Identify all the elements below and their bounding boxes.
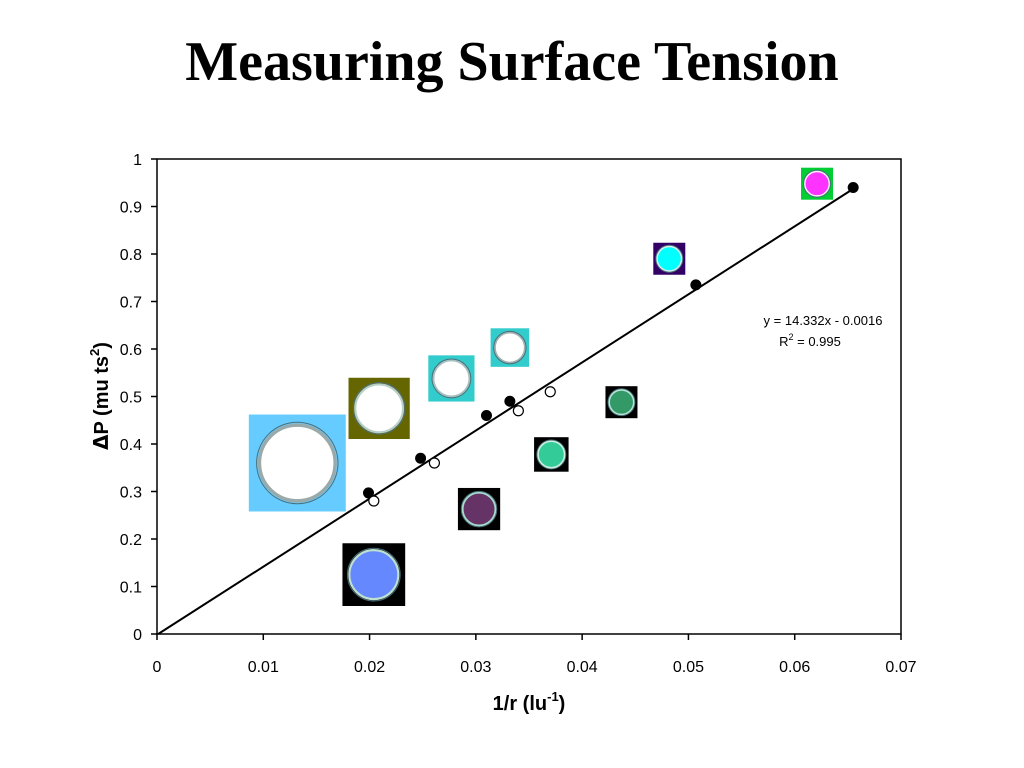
y-tick-label: 0.7 (120, 295, 142, 312)
droplet-image (457, 487, 501, 531)
data-point-open (512, 405, 524, 417)
slide-title: Measuring Surface Tension (185, 31, 839, 93)
y-tick-label: 0.6 (120, 342, 142, 359)
data-point-filled (690, 279, 702, 291)
droplet-image (428, 355, 475, 402)
y-tick-label: 0.8 (120, 247, 142, 264)
x-tick-label: 0.06 (779, 659, 810, 676)
y-tick-label: 1 (133, 152, 142, 169)
y-axis: 0 0.1 0.2 0.3 0.4 0.5 0.6 0.7 0.8 0.9 1 (120, 152, 157, 644)
y-tick-label: 0 (133, 627, 142, 644)
x-tick-label: 0.02 (354, 659, 385, 676)
x-tick-label: 0.01 (248, 659, 279, 676)
data-point-filled (847, 182, 859, 193)
x-tick-label: 0.04 (567, 659, 598, 676)
droplet-image (490, 328, 530, 367)
y-tick-label: 0.3 (120, 485, 142, 502)
data-point-filled (363, 487, 375, 499)
data-point-filled (504, 395, 516, 407)
data-point-filled (415, 452, 427, 464)
y-tick-label: 0.5 (120, 390, 142, 407)
data-points (363, 182, 859, 507)
droplet-images (248, 167, 834, 606)
x-tick-label: 0 (153, 659, 162, 676)
droplet-image (605, 386, 638, 419)
data-point-open (544, 386, 556, 398)
droplet-image (534, 437, 569, 472)
droplet-image (653, 242, 686, 275)
y-tick-label: 0.9 (120, 200, 142, 217)
droplet-image (248, 414, 346, 512)
x-tick-label: 0.07 (885, 659, 916, 676)
x-axis: 0 0.01 0.02 0.03 0.04 0.05 0.06 0.07 (153, 634, 917, 676)
droplet-image (348, 377, 410, 439)
y-tick-label: 0.2 (120, 532, 142, 549)
data-point-open (368, 495, 380, 507)
y-axis-title: ΔP (mu ts2) (87, 342, 113, 450)
x-tick-label: 0.05 (673, 659, 704, 676)
r-squared: R2 = 0.995 (779, 332, 841, 349)
x-tick-label: 0.03 (460, 659, 491, 676)
fit-equation: y = 14.332x - 0.0016 (764, 313, 883, 328)
trendline (157, 188, 854, 635)
x-axis-title: 1/r (lu-1) (493, 689, 566, 715)
y-tick-label: 0.1 (120, 580, 142, 597)
y-tick-label: 0.4 (120, 437, 142, 454)
droplet-image (342, 543, 406, 606)
droplet-image (801, 167, 834, 200)
data-point-open (428, 457, 441, 469)
data-point-filled (480, 410, 492, 421)
